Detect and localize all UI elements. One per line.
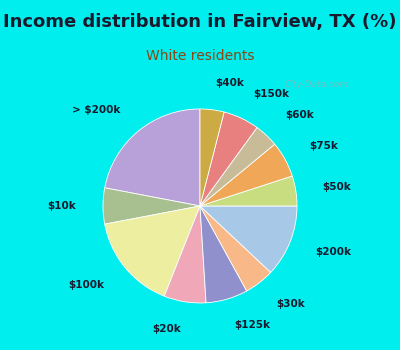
Wedge shape bbox=[200, 109, 224, 206]
Wedge shape bbox=[200, 176, 297, 206]
Wedge shape bbox=[200, 144, 292, 206]
Text: $60k: $60k bbox=[285, 111, 314, 120]
Wedge shape bbox=[103, 188, 200, 224]
Text: $40k: $40k bbox=[216, 78, 244, 88]
Text: $20k: $20k bbox=[152, 324, 180, 334]
Text: $125k: $125k bbox=[235, 320, 271, 330]
Text: > $200k: > $200k bbox=[72, 105, 121, 115]
Wedge shape bbox=[105, 109, 200, 206]
Text: $150k: $150k bbox=[253, 89, 289, 99]
Text: $30k: $30k bbox=[276, 299, 305, 309]
Text: Income distribution in Fairview, TX (%): Income distribution in Fairview, TX (%) bbox=[3, 13, 397, 31]
Text: $75k: $75k bbox=[309, 141, 338, 151]
Wedge shape bbox=[105, 206, 200, 296]
Text: $100k: $100k bbox=[68, 280, 104, 290]
Wedge shape bbox=[164, 206, 206, 303]
Wedge shape bbox=[200, 127, 275, 206]
Text: $10k: $10k bbox=[47, 201, 76, 211]
Text: $200k: $200k bbox=[316, 247, 352, 257]
Wedge shape bbox=[200, 206, 247, 303]
Text: City-Data.com: City-Data.com bbox=[284, 80, 348, 89]
Text: White residents: White residents bbox=[146, 49, 254, 63]
Wedge shape bbox=[200, 206, 297, 272]
Wedge shape bbox=[200, 112, 257, 206]
Text: $50k: $50k bbox=[323, 182, 351, 191]
Wedge shape bbox=[200, 206, 271, 291]
